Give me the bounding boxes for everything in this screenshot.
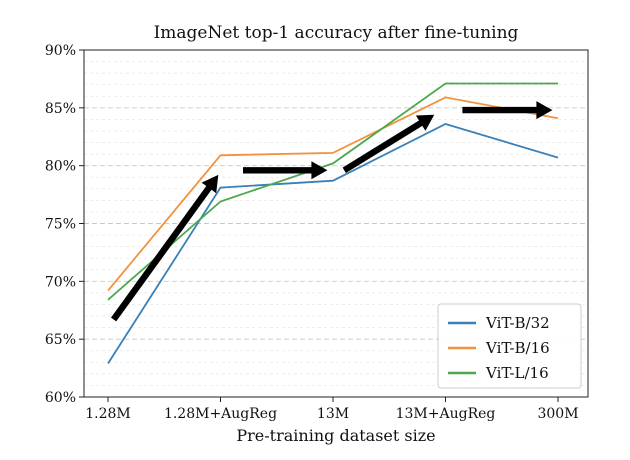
y-tick-label: 80% [45, 159, 76, 175]
legend-box [437, 303, 582, 389]
x-tick-label: 1.28M [85, 406, 131, 422]
legend-label: ViT-B/16 [485, 339, 550, 357]
annotation-arrows [111, 101, 553, 322]
y-tick-label: 90% [45, 43, 76, 59]
y-tick-label: 85% [45, 101, 76, 117]
x-axis-label: Pre-training dataset size [236, 426, 435, 445]
chart-title: ImageNet top-1 accuracy after fine-tunin… [154, 23, 519, 43]
series-line-vit-b-32 [107, 123, 559, 364]
y-tick-label: 60% [45, 390, 76, 406]
series-line-vit-l-16 [107, 82, 558, 301]
x-tick-label: 1.28M+AugReg [164, 406, 277, 422]
x-tick-label: 13M [317, 406, 349, 422]
x-tick-label: 13M+AugReg [396, 406, 496, 422]
series-line-vit-b-16 [107, 96, 559, 292]
series-lines [107, 82, 559, 364]
trend-arrow [111, 174, 219, 322]
legend: ViT-B/32 ViT-B/16 ViT-L/16 [437, 303, 582, 389]
y-axis-ticks: 60% 65% 70% 75% 80% 85% 90% [45, 43, 84, 406]
legend-label: ViT-B/32 [485, 314, 550, 332]
grid-lines [84, 61, 588, 386]
trend-arrow [243, 161, 328, 180]
trend-arrow [462, 101, 553, 120]
legend-label: ViT-L/16 [485, 364, 549, 382]
x-tick-label: 300M [537, 406, 578, 422]
x-axis-ticks: 1.28M 1.28M+AugReg 13M 13M+AugReg 300M [85, 397, 579, 422]
y-tick-label: 75% [45, 217, 76, 233]
y-tick-label: 65% [45, 332, 76, 348]
trend-arrow [342, 114, 435, 173]
y-tick-label: 70% [45, 274, 76, 290]
